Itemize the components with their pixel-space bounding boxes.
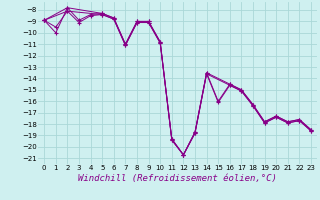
X-axis label: Windchill (Refroidissement éolien,°C): Windchill (Refroidissement éolien,°C) — [78, 174, 277, 183]
